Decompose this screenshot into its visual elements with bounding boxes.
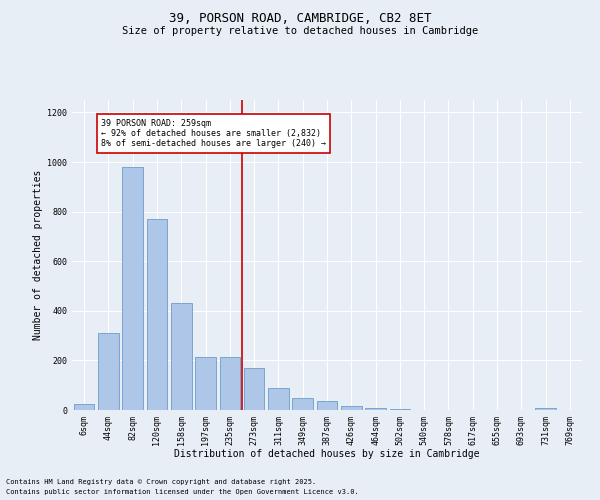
- Bar: [292, 398, 313, 410]
- Bar: [146, 219, 167, 410]
- Bar: [220, 356, 240, 410]
- Y-axis label: Number of detached properties: Number of detached properties: [33, 170, 43, 340]
- Bar: [317, 402, 337, 410]
- Text: Contains public sector information licensed under the Open Government Licence v3: Contains public sector information licen…: [6, 489, 359, 495]
- Bar: [244, 368, 265, 410]
- Bar: [365, 408, 386, 410]
- Bar: [98, 333, 119, 410]
- Bar: [268, 388, 289, 410]
- Bar: [195, 356, 216, 410]
- Text: 39 PORSON ROAD: 259sqm
← 92% of detached houses are smaller (2,832)
8% of semi-d: 39 PORSON ROAD: 259sqm ← 92% of detached…: [101, 118, 326, 148]
- Bar: [171, 304, 191, 410]
- Bar: [74, 404, 94, 410]
- Bar: [389, 409, 410, 410]
- Text: Contains HM Land Registry data © Crown copyright and database right 2025.: Contains HM Land Registry data © Crown c…: [6, 479, 316, 485]
- Bar: [122, 167, 143, 410]
- Text: 39, PORSON ROAD, CAMBRIDGE, CB2 8ET: 39, PORSON ROAD, CAMBRIDGE, CB2 8ET: [169, 12, 431, 26]
- Bar: [341, 406, 362, 410]
- Text: Size of property relative to detached houses in Cambridge: Size of property relative to detached ho…: [122, 26, 478, 36]
- X-axis label: Distribution of detached houses by size in Cambridge: Distribution of detached houses by size …: [174, 449, 480, 459]
- Bar: [535, 408, 556, 410]
